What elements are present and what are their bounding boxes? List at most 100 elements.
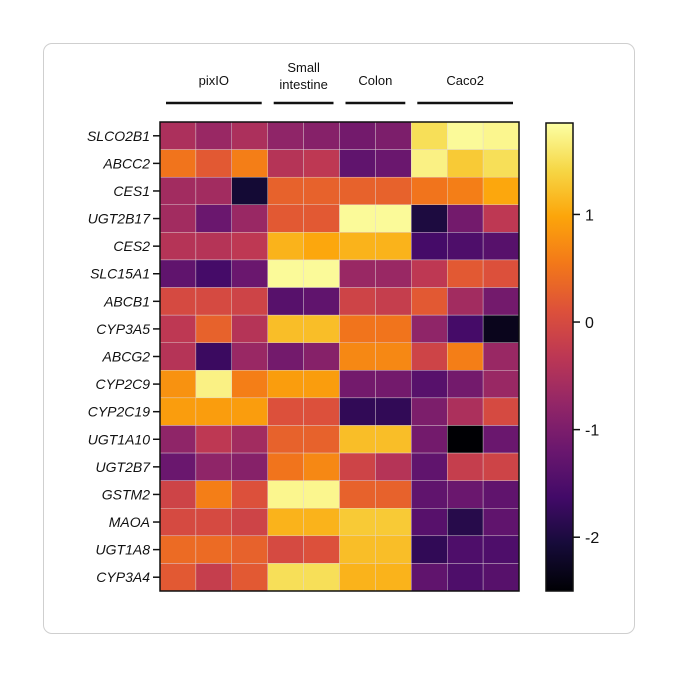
heatmap-cell-GSTM2-2 [231,480,268,509]
heatmap-cell-ABCG2-0 [159,342,197,371]
heatmap-cell-CYP3A4-4 [303,563,340,592]
group-label-0: pixIO [199,73,229,88]
heatmap-cell-ABCG2-9 [482,342,520,371]
heatmap-cell-CES2-8 [447,232,484,261]
group-label-1: Small intestine [279,60,327,92]
heatmap-cell-ABCG2-1 [195,342,232,371]
row-label-SLCO2B1: SLCO2B1 [87,128,150,144]
row-label-SLC15A1: SLC15A1 [90,266,150,282]
heatmap-cell-UGT2B17-2 [231,204,268,233]
heatmap-cell-CYP3A5-3 [267,314,304,343]
heatmap-cell-CYP3A5-6 [375,314,412,343]
heatmap-cell-UGT1A8-8 [447,535,484,564]
heatmap-cell-SLCO2B1-0 [159,121,197,150]
heatmap-cell-CES2-2 [231,232,268,261]
heatmap-cell-CES2-7 [411,232,448,261]
heatmap-cell-ABCB1-9 [482,287,520,316]
heatmap-cell-SLC15A1-9 [482,259,520,288]
heatmap-cell-ABCG2-8 [447,342,484,371]
heatmap-cell-CYP2C9-3 [267,370,304,399]
group-label-3: Caco2 [446,73,484,88]
heatmap-cell-CYP2C9-7 [411,370,448,399]
heatmap-cell-UGT2B17-6 [375,204,412,233]
heatmap-cells [159,121,520,592]
heatmap-cell-ABCC2-0 [159,149,197,178]
heatmap-cell-UGT2B7-8 [447,452,484,481]
heatmap-cell-ABCB1-0 [159,287,197,316]
heatmap-cell-CYP3A5-0 [159,314,197,343]
heatmap-cell-UGT1A8-6 [375,535,412,564]
heatmap-cell-ABCC2-9 [482,149,520,178]
heatmap-cell-CYP3A5-2 [231,314,268,343]
heatmap-cell-UGT1A8-7 [411,535,448,564]
heatmap-cell-CES1-4 [303,176,340,205]
heatmap-cell-GSTM2-5 [339,480,376,509]
heatmap-cell-CYP3A4-2 [231,563,268,592]
heatmap-cell-SLC15A1-6 [375,259,412,288]
heatmap-cell-ABCB1-7 [411,287,448,316]
row-label-UGT2B7: UGT2B7 [96,459,152,475]
heatmap-cell-UGT1A10-7 [411,425,448,454]
row-label-UGT1A10: UGT1A10 [88,431,150,447]
row-label-CES2: CES2 [113,238,150,254]
heatmap-cell-CYP3A4-3 [267,563,304,592]
heatmap-cell-CES2-9 [482,232,520,261]
heatmap-cell-UGT1A10-2 [231,425,268,454]
heatmap-cell-CES2-3 [267,232,304,261]
heatmap-cell-UGT1A8-9 [482,535,520,564]
heatmap-cell-CES1-1 [195,176,232,205]
row-label-UGT2B17: UGT2B17 [88,211,151,227]
heatmap-cell-CYP3A5-9 [482,314,520,343]
heatmap-cell-SLCO2B1-3 [267,121,304,150]
heatmap-cell-ABCG2-6 [375,342,412,371]
heatmap-cell-SLC15A1-1 [195,259,232,288]
heatmap-cell-MAOA-7 [411,508,448,537]
heatmap-cell-MAOA-5 [339,508,376,537]
heatmap-cell-GSTM2-0 [159,480,197,509]
colorbar-tick-label-3: -2 [585,530,599,547]
heatmap-cell-SLC15A1-5 [339,259,376,288]
heatmap-cell-CES1-7 [411,176,448,205]
heatmap-cell-CES1-0 [159,176,197,205]
heatmap-cell-GSTM2-6 [375,480,412,509]
heatmap-cell-ABCB1-6 [375,287,412,316]
heatmap-cell-ABCG2-3 [267,342,304,371]
heatmap-cell-ABCB1-8 [447,287,484,316]
heatmap-cell-UGT1A8-3 [267,535,304,564]
heatmap-cell-UGT1A8-4 [303,535,340,564]
row-label-ABCG2: ABCG2 [102,349,151,365]
heatmap-cell-UGT1A8-5 [339,535,376,564]
row-label-ABCC2: ABCC2 [102,155,150,171]
heatmap-cell-UGT2B17-8 [447,204,484,233]
colorbar-tick-label-2: -1 [585,423,599,440]
heatmap-cell-UGT2B17-4 [303,204,340,233]
heatmap-cell-GSTM2-9 [482,480,520,509]
heatmap-cell-UGT1A10-5 [339,425,376,454]
heatmap-cell-CYP2C19-3 [267,397,304,426]
heatmap-cell-UGT1A10-8 [447,425,484,454]
heatmap-cell-SLCO2B1-7 [411,121,448,150]
heatmap-cell-CYP3A5-5 [339,314,376,343]
heatmap-cell-ABCC2-3 [267,149,304,178]
heatmap-cell-CYP2C19-2 [231,397,268,426]
heatmap-cell-UGT2B7-7 [411,452,448,481]
heatmap-cell-CES2-0 [159,232,197,261]
heatmap-cell-ABCB1-5 [339,287,376,316]
heatmap-cell-CYP2C19-9 [482,397,520,426]
heatmap-cell-CYP2C9-9 [482,370,520,399]
row-label-MAOA: MAOA [109,514,150,530]
heatmap-cell-SLCO2B1-5 [339,121,376,150]
heatmap-cell-CYP2C9-2 [231,370,268,399]
colorbar-gradient [545,122,574,592]
heatmap-cell-ABCC2-7 [411,149,448,178]
heatmap-cell-ABCB1-3 [267,287,304,316]
heatmap-cell-CES1-8 [447,176,484,205]
heatmap-cell-CYP3A4-1 [195,563,232,592]
heatmap-cell-ABCB1-1 [195,287,232,316]
heatmap-cell-UGT2B17-7 [411,204,448,233]
heatmap-cell-CYP3A4-7 [411,563,448,592]
heatmap-cell-GSTM2-3 [267,480,304,509]
heatmap-cell-UGT2B17-3 [267,204,304,233]
heatmap-cell-UGT2B17-1 [195,204,232,233]
heatmap-cell-CYP3A4-8 [447,563,484,592]
